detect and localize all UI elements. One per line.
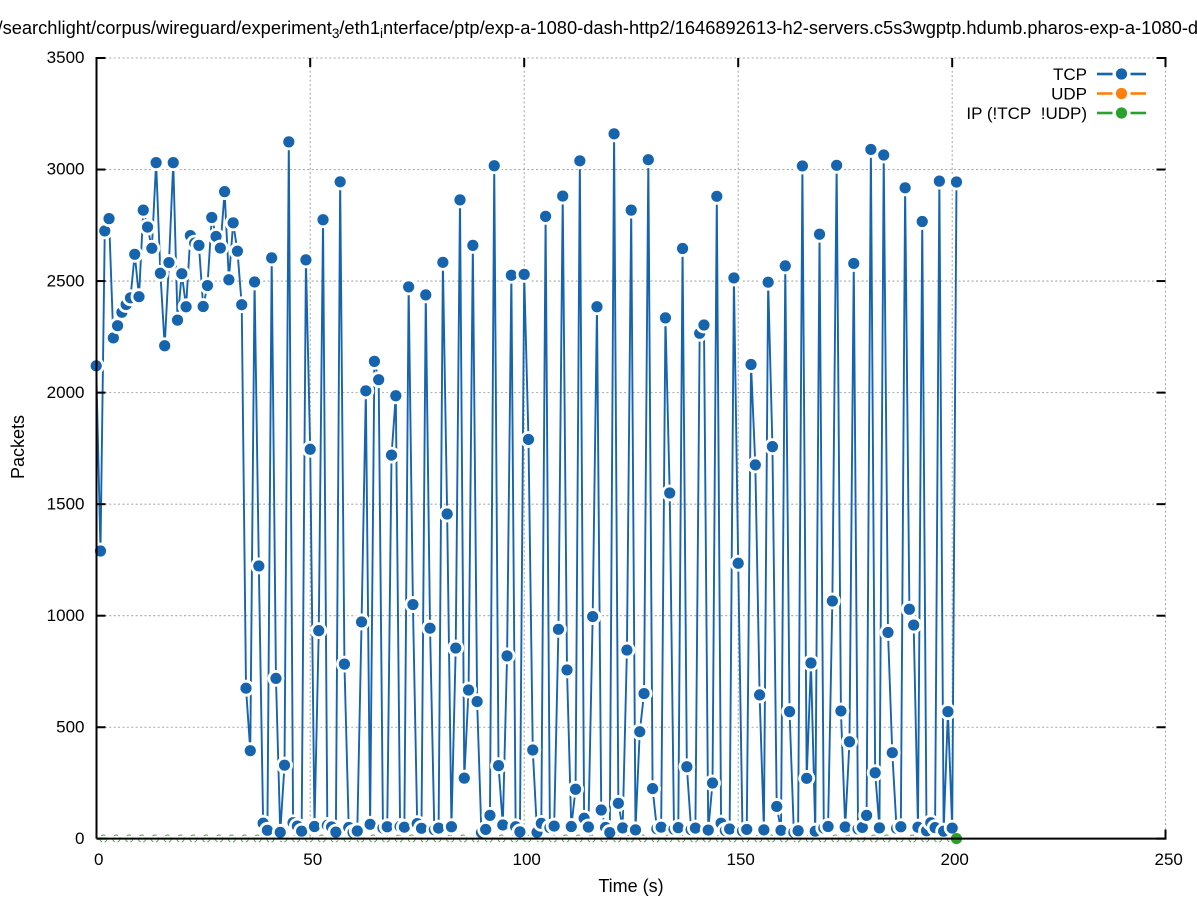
svg-text:Packets: Packets [8, 415, 28, 479]
svg-text:IP (!TCP !UDP): IP (!TCP !UDP) [966, 104, 1087, 123]
svg-text:2500: 2500 [47, 271, 85, 290]
svg-text:UDP: UDP [1051, 85, 1087, 104]
svg-text:150: 150 [727, 850, 755, 869]
svg-text:TCP: TCP [1053, 65, 1087, 84]
svg-text:/searchlight/corpus/wireguard/: /searchlight/corpus/wireguard/experiment… [0, 17, 1197, 41]
svg-text:250: 250 [1155, 850, 1183, 869]
svg-text:Time (s): Time (s) [598, 876, 663, 896]
svg-text:1500: 1500 [47, 494, 85, 513]
svg-text:500: 500 [56, 717, 84, 736]
svg-text:3000: 3000 [47, 160, 85, 179]
svg-text:1000: 1000 [47, 606, 85, 625]
svg-text:50: 50 [303, 850, 322, 869]
svg-text:0: 0 [75, 829, 84, 848]
svg-text:100: 100 [513, 850, 541, 869]
svg-text:0: 0 [94, 850, 103, 869]
svg-text:2000: 2000 [47, 383, 85, 402]
svg-text:200: 200 [941, 850, 969, 869]
svg-text:3500: 3500 [47, 48, 85, 67]
